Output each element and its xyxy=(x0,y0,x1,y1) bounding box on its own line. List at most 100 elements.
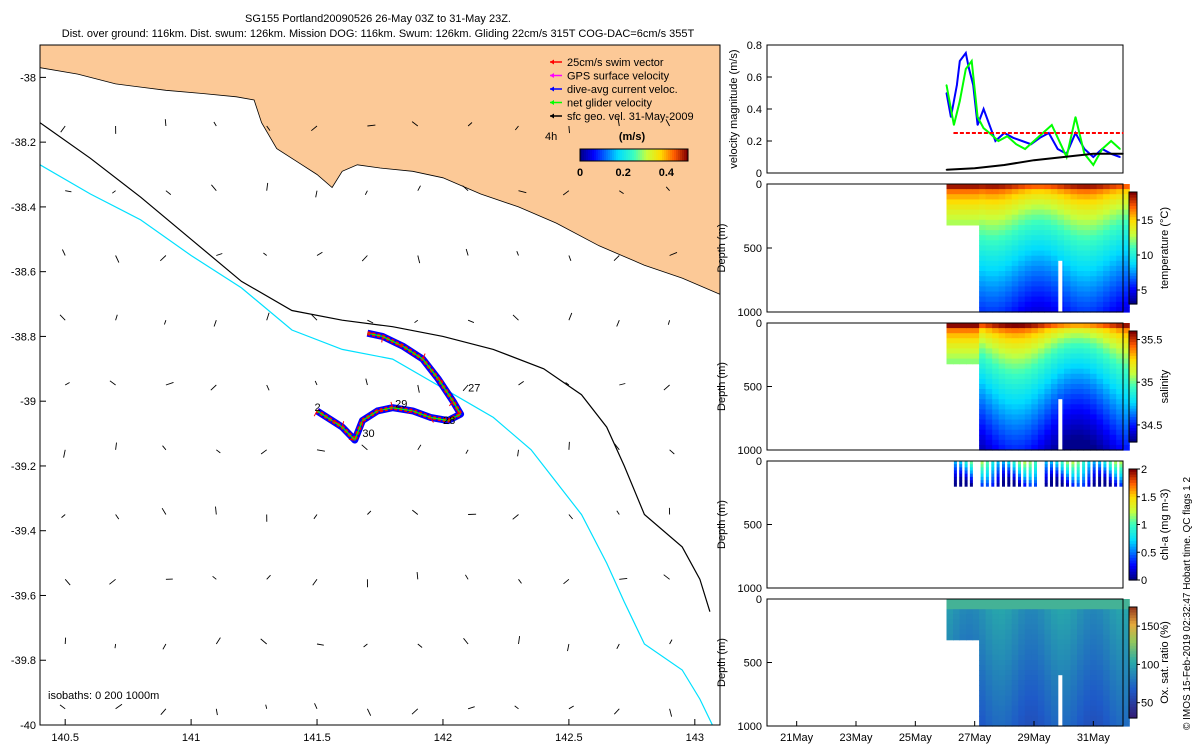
chla-cell xyxy=(980,476,984,481)
chla-cell xyxy=(969,476,973,481)
oxygen-cell xyxy=(1109,675,1117,681)
chla-cell xyxy=(1092,483,1096,487)
salinity-cell xyxy=(1077,373,1085,380)
chla-cell xyxy=(1002,470,1005,474)
temperature-cell xyxy=(1077,219,1085,226)
temperature-cell xyxy=(1050,214,1058,221)
chla-cell xyxy=(959,480,963,484)
temperature-cell xyxy=(1083,245,1091,252)
temperature-cell xyxy=(1011,199,1019,206)
salinity-cell xyxy=(979,409,987,416)
salinity-cell xyxy=(1116,358,1124,365)
salinity-cell xyxy=(1018,424,1026,431)
salinity-cell xyxy=(1077,444,1085,451)
temperature-cell xyxy=(1116,245,1124,252)
temperature-cell xyxy=(1070,194,1078,200)
oxygen-cell xyxy=(1077,680,1085,686)
temperature-cell xyxy=(979,291,987,298)
salinity-colorbar-cell xyxy=(1129,364,1137,368)
oxygen-cell xyxy=(1083,619,1091,625)
temperature-cell xyxy=(1050,235,1058,241)
salinity-cell xyxy=(966,358,974,365)
temperature-colorbar-cell xyxy=(1129,284,1137,288)
chla-cell xyxy=(1055,467,1059,471)
swim-vector-mark xyxy=(377,409,384,412)
temperature-cell xyxy=(1050,306,1058,313)
salinity-cell xyxy=(1064,378,1072,385)
oxygen-cell xyxy=(1096,624,1104,631)
oxygen-cell xyxy=(1057,619,1065,625)
oxygen-cell xyxy=(1018,644,1026,651)
oxygen-cell xyxy=(1070,685,1078,692)
temperature-cell xyxy=(1064,260,1072,267)
temperature-cell xyxy=(1031,189,1039,195)
oxygen-cell xyxy=(1031,599,1039,605)
salinity-cell xyxy=(1090,404,1098,410)
colorbar-cell xyxy=(600,149,603,161)
salinity-cell xyxy=(1070,384,1078,390)
geo-velocity-arrow xyxy=(619,577,628,580)
salinity-cell xyxy=(1122,338,1130,344)
salinity-cell xyxy=(1090,348,1098,355)
temperature-cell xyxy=(1057,189,1065,195)
temperature-cell xyxy=(1031,306,1039,313)
oxygen-cell xyxy=(966,634,974,641)
temperature-cell xyxy=(1024,219,1032,226)
oxygen-cell xyxy=(1090,680,1098,686)
oxygen-cell xyxy=(1024,654,1032,661)
temperature-cell xyxy=(1077,245,1085,252)
salinity-cell xyxy=(1050,399,1058,405)
oxygen-cell xyxy=(1090,609,1098,615)
oxygen-cell xyxy=(1018,685,1026,692)
oxygen-cell xyxy=(1050,644,1058,651)
oxygen-cell xyxy=(1122,634,1130,641)
salinity-cell xyxy=(1103,343,1111,349)
salinity-cell xyxy=(998,328,1006,334)
temperature-cell xyxy=(1031,296,1039,303)
oxygen-cell xyxy=(1077,629,1085,636)
velocity-y-tick-label: 0 xyxy=(756,168,762,180)
oxygen-colorbar-cell xyxy=(1129,632,1137,636)
chla-cell xyxy=(1098,476,1102,481)
oxygen-y-tick-label: 500 xyxy=(744,658,762,670)
oxygen-cell xyxy=(1070,624,1078,631)
temperature-cell xyxy=(1090,204,1098,211)
salinity-cell xyxy=(959,353,967,360)
oxygen-cell xyxy=(1083,614,1091,620)
chla-colorbar-cell xyxy=(1129,560,1137,564)
oxygen-cell xyxy=(1116,624,1124,631)
geo-velocity-arrow xyxy=(412,509,419,515)
chla-cell xyxy=(1002,464,1005,468)
temperature-cell xyxy=(1096,235,1104,241)
salinity-cell xyxy=(1070,338,1078,344)
oxygen-cell xyxy=(1044,629,1052,636)
oxygen-cell xyxy=(1050,715,1058,722)
salinity-cell xyxy=(1031,323,1039,329)
oxygen-cell xyxy=(1037,665,1045,671)
salinity-cell xyxy=(1050,429,1058,436)
salinity-cell xyxy=(992,439,1000,446)
oxygen-cell xyxy=(1050,710,1058,717)
oxygen-cell xyxy=(1064,675,1072,681)
salinity-cell xyxy=(1070,394,1078,400)
map-y-tick-label: -38 xyxy=(20,72,36,84)
colorbar-cell xyxy=(630,149,633,161)
salinity-cell xyxy=(1109,373,1117,380)
temperature-cell xyxy=(1109,271,1117,277)
salinity-cell xyxy=(998,384,1006,390)
colorbar-cell xyxy=(596,149,599,161)
salinity-cell xyxy=(1011,323,1019,329)
oxygen-cell xyxy=(1083,660,1091,666)
salinity-cell xyxy=(1070,409,1078,416)
geo-velocity-arrow xyxy=(162,445,167,451)
colorbar-cell xyxy=(646,149,649,161)
salinity-cell xyxy=(1024,419,1032,426)
salinity-cell xyxy=(1024,343,1032,349)
temperature-colorbar-cell xyxy=(1129,206,1137,210)
salinity-cell xyxy=(1011,419,1019,426)
oxygen-cell xyxy=(1096,680,1104,686)
salinity-cell xyxy=(985,419,993,426)
geo-velocity-arrow xyxy=(115,514,120,520)
temperature-colorbar-label: temperature (°C) xyxy=(1159,207,1171,289)
map-y-tick-label: -38.4 xyxy=(11,202,36,214)
